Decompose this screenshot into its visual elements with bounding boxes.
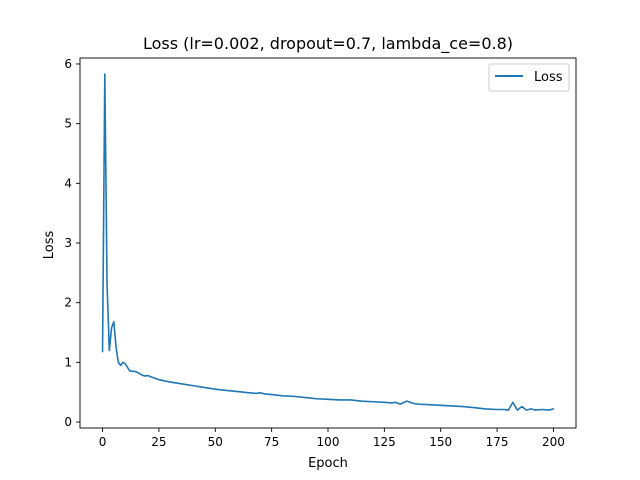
legend: Loss	[488, 63, 570, 92]
y-tick-label-5: 5	[64, 117, 72, 131]
x-tick-label-150: 150	[429, 435, 452, 449]
plot-frame	[79, 57, 577, 429]
x-tick-label-175: 175	[486, 435, 509, 449]
y-axis-label: Loss	[42, 231, 57, 260]
series-line-loss	[101, 73, 555, 411]
chart-title: Loss (lr=0.002, dropout=0.7, lambda_ce=0…	[143, 34, 513, 54]
legend-label-loss: Loss	[534, 70, 563, 85]
x-tick-label-0: 0	[99, 435, 107, 449]
plot-area: 0 25 50 75 100 125 150 175 200 0 1 2 3 4 5 6	[64, 57, 577, 449]
y-tick-label-6: 6	[64, 57, 72, 71]
x-tick-label-125: 125	[373, 435, 396, 449]
y-tick-label-0: 0	[64, 415, 72, 429]
x-tick-label-25: 25	[151, 435, 166, 449]
x-tick-label-200: 200	[542, 435, 565, 449]
y-tick-label-4: 4	[64, 176, 72, 190]
x-tick-label-75: 75	[264, 435, 279, 449]
y-tick-label-2: 2	[64, 296, 72, 310]
x-axis-label: Epoch	[308, 456, 348, 471]
legend-box	[488, 63, 570, 92]
x-tick-label-50: 50	[208, 435, 223, 449]
y-tick-label-1: 1	[64, 355, 72, 369]
y-tick-label-3: 3	[64, 236, 72, 250]
x-tick-label-100: 100	[317, 435, 340, 449]
